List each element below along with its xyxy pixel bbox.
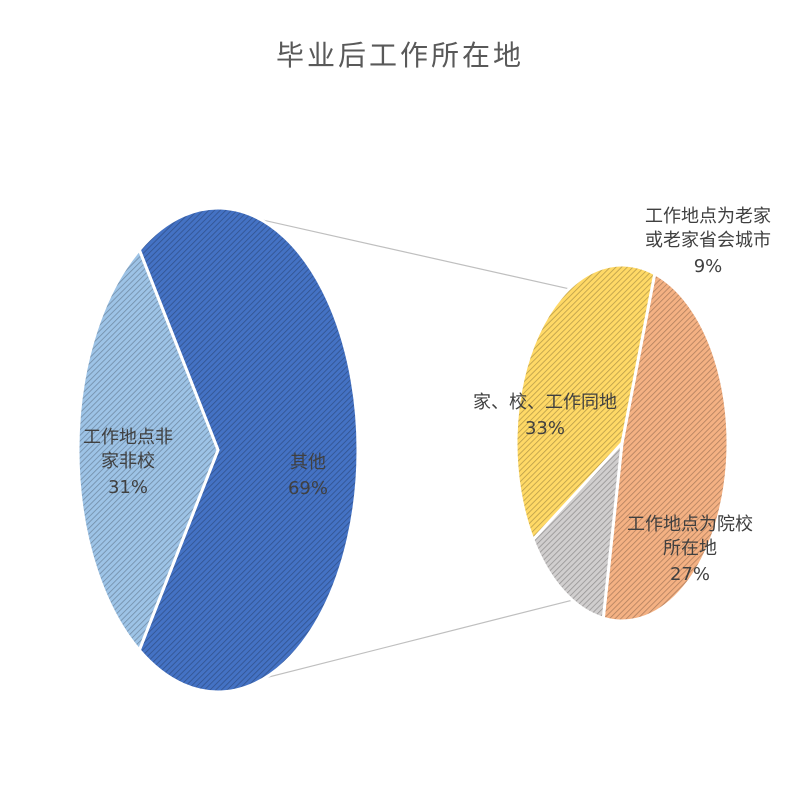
slice-label: 工作地点为老家 bbox=[645, 206, 771, 227]
slice-percent: 27% bbox=[670, 564, 710, 585]
slice-label: 所在地 bbox=[663, 538, 717, 559]
connector-lines bbox=[210, 207, 573, 693]
slice-percent: 9% bbox=[694, 256, 723, 277]
slice-label: 工作地点为院校 bbox=[627, 514, 753, 535]
breakdown-pie-slice bbox=[514, 263, 657, 543]
connector-top bbox=[210, 207, 570, 290]
slice-label: 或老家省会城市 bbox=[645, 230, 771, 251]
slice-percent: 31% bbox=[108, 477, 148, 498]
slice-percent: 33% bbox=[525, 418, 565, 439]
slice-label: 家、校、工作同地 bbox=[473, 392, 617, 413]
slice-label: 工作地点非 bbox=[83, 427, 173, 448]
breakdown-pie-slice bbox=[531, 438, 624, 621]
slice-percent: 69% bbox=[288, 478, 328, 499]
main-pie bbox=[76, 206, 360, 694]
breakdown-slice-label: 家、校、工作同地 33% bbox=[473, 392, 617, 439]
main-pie-slice bbox=[76, 246, 220, 654]
slice-label: 其他 bbox=[290, 452, 326, 473]
slice-label: 家非校 bbox=[101, 451, 155, 472]
main-pie-slice bbox=[137, 206, 360, 694]
chart-title: 毕业后工作所在地 bbox=[276, 39, 524, 72]
main-slice-label: 其他 69% bbox=[288, 452, 328, 499]
breakdown-pie-slice bbox=[601, 271, 730, 623]
connector-bottom bbox=[210, 599, 573, 693]
breakdown-pie bbox=[514, 263, 730, 623]
